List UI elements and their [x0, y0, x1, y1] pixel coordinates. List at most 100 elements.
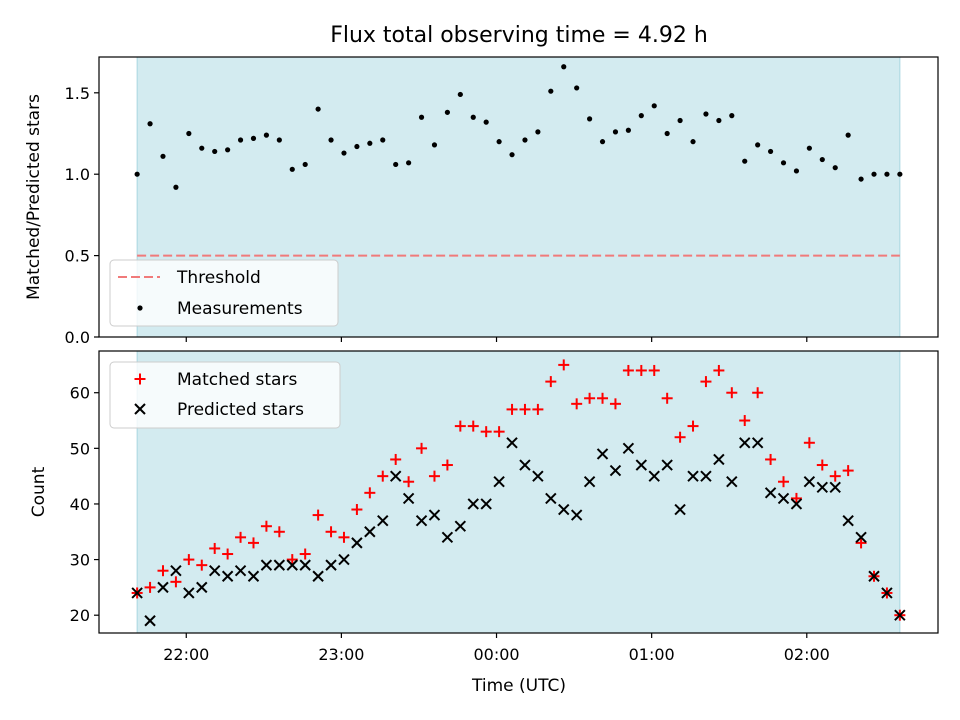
measurement-point — [638, 113, 644, 119]
x-tick-label: 02:00 — [784, 645, 830, 664]
matched-star-point — [260, 520, 272, 532]
matched-legend-plus — [134, 373, 146, 385]
measurement-point — [703, 111, 709, 117]
measurement-point — [212, 148, 218, 155]
measurement-point — [522, 137, 528, 143]
measurement-point — [690, 139, 696, 145]
matched-star-point — [247, 537, 259, 549]
bottom-axes-frame — [98, 350, 939, 634]
measurement-point — [780, 160, 787, 166]
matched-star-point — [390, 453, 402, 465]
measurement-point — [858, 176, 864, 182]
measurement-point — [729, 113, 735, 119]
measurement-point — [612, 129, 619, 135]
predicted-star-point — [312, 570, 324, 582]
predicted-stars-legend-label: Predicted stars — [177, 400, 304, 420]
matched-star-point — [493, 426, 505, 438]
x-axis-label: Time (UTC) — [471, 676, 566, 696]
predicted-star-point — [881, 587, 893, 599]
predicted-star-point — [764, 487, 777, 499]
predicted-star-point — [700, 470, 712, 482]
predicted-star-point — [648, 470, 660, 482]
matched-star-point — [351, 504, 363, 516]
bottom-legend: Matched stars Predicted stars — [109, 361, 341, 429]
predicted-star-point — [558, 503, 570, 516]
matched-star-point — [467, 420, 479, 432]
measurement-point — [431, 142, 438, 148]
predicted-star-point — [726, 476, 738, 488]
matched-star-point — [144, 581, 156, 593]
matched-star-point — [597, 392, 609, 404]
measurement-point — [548, 88, 554, 94]
matched-star-point — [428, 470, 440, 482]
predicted-star-point — [803, 476, 816, 488]
measurement-point — [354, 143, 360, 150]
predicted-star-point — [299, 559, 311, 571]
top-y-tick-label: 0.5 — [65, 247, 90, 266]
bottom-y-tick-label: 50 — [70, 439, 90, 458]
matched-star-point — [545, 376, 557, 388]
matched-star-point — [609, 398, 621, 410]
predicted-star-point — [402, 492, 415, 505]
measurements-legend-marker — [137, 305, 143, 311]
measurement-point — [819, 156, 825, 163]
measurement-point — [276, 137, 282, 143]
matched-star-point — [661, 392, 673, 404]
matched-star-point — [338, 531, 350, 543]
measurement-point — [406, 160, 412, 166]
predicted-star-point — [570, 509, 583, 521]
x-tick-label: 23:00 — [318, 645, 364, 664]
measurement-point — [263, 132, 270, 138]
predicted-star-point — [338, 553, 350, 566]
predicted-star-point — [389, 470, 402, 482]
predicted-star-point — [273, 559, 286, 571]
measurement-point — [225, 147, 231, 153]
matched-star-point — [506, 403, 518, 415]
predicted-star-point — [635, 459, 648, 471]
top-axes-frame — [98, 56, 939, 338]
matched-star-point — [842, 465, 854, 477]
top-x-ticks — [185, 337, 808, 342]
predicted-star-point — [377, 514, 389, 527]
matched-star-point — [441, 459, 453, 471]
matched-star-point — [803, 437, 815, 449]
matched-star-point — [790, 492, 802, 504]
measurement-point — [587, 116, 593, 122]
predicted-stars-legend-marker — [134, 403, 146, 415]
measurement-point — [845, 132, 851, 138]
matched-star-point — [377, 470, 389, 482]
measurement-point — [509, 152, 515, 158]
matched-star-point — [765, 453, 777, 465]
predicted-star-point — [493, 476, 505, 488]
bottom-y-tick-label: 60 — [70, 384, 90, 403]
predicted-star-point — [868, 570, 880, 582]
matched-star-point — [299, 548, 311, 560]
matched-star-point — [739, 415, 751, 427]
predicted-star-point — [221, 570, 234, 582]
bottom-x-ticks: 22:00 23:00 00:00 01:00 02:00 — [163, 633, 830, 664]
measurement-point — [289, 166, 295, 172]
measurement-point — [677, 117, 683, 124]
measurement-point — [302, 161, 308, 168]
matched-star-point — [635, 364, 647, 376]
matched-star-point — [286, 554, 298, 566]
matched-star-point — [558, 359, 570, 371]
top-legend-box — [109, 259, 339, 327]
matched-star-point — [584, 392, 596, 404]
measurement-point — [871, 171, 877, 177]
top-panel: 0.0 0.5 1.0 1.5 Matched/Predicted stars Thr… — [24, 56, 939, 347]
threshold-legend-label: Threshold — [176, 268, 261, 288]
measurement-point — [755, 142, 761, 148]
measurement-points — [134, 64, 903, 190]
measurement-point — [134, 171, 140, 177]
predicted-star-point — [325, 559, 337, 571]
measurement-point — [341, 150, 347, 156]
predicted-star-point — [674, 503, 686, 516]
measurement-point — [574, 85, 580, 91]
predicted-star-point — [415, 514, 428, 527]
measurement-point — [793, 168, 800, 174]
predicted-star-point — [855, 531, 867, 544]
predicted-star-point — [894, 609, 906, 621]
top-y-tick-label: 1.0 — [65, 165, 90, 184]
figure-title: Flux total observing time = 4.92 h — [330, 23, 708, 48]
